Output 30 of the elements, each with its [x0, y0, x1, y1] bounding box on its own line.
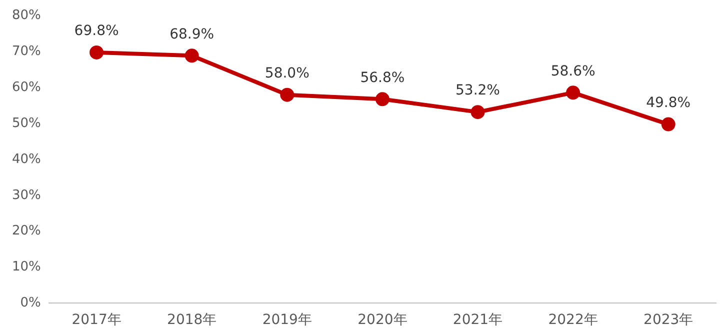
y-tick-label: 10% — [12, 260, 41, 275]
point — [661, 117, 676, 132]
x-tick-label: 2018年 — [167, 312, 217, 328]
data-label: 49.8% — [646, 94, 691, 111]
x-tick-label: 2022年 — [548, 312, 598, 328]
data-label: 58.6% — [550, 63, 596, 80]
point — [566, 86, 580, 100]
x-tick-label: 2023年 — [644, 312, 694, 328]
y-tick-label: 80% — [12, 8, 41, 24]
y-tick-label: 0% — [20, 296, 41, 311]
data-label: 68.9% — [170, 26, 214, 42]
data-label: 58.0% — [264, 65, 310, 82]
x-tick-label: 2019年 — [262, 312, 312, 328]
data-label: 53.2% — [456, 82, 500, 99]
point — [470, 105, 485, 120]
point — [375, 92, 390, 106]
x-tick-label: 2017年 — [72, 312, 122, 328]
y-tick-label: 60% — [12, 80, 41, 96]
point — [90, 45, 104, 60]
data-label: 56.8% — [360, 70, 405, 86]
y-tick-label: 30% — [12, 188, 41, 203]
point — [280, 88, 294, 102]
data-label: 69.8% — [74, 23, 119, 40]
x-tick-label: 2021年 — [452, 312, 503, 328]
point — [184, 48, 199, 63]
y-tick-label: 40% — [12, 152, 41, 167]
y-tick-label: 50% — [12, 116, 41, 131]
x-tick-label: 2020年 — [358, 312, 408, 328]
y-tick-label: 70% — [12, 44, 41, 60]
y-tick-label: 20% — [12, 224, 41, 239]
